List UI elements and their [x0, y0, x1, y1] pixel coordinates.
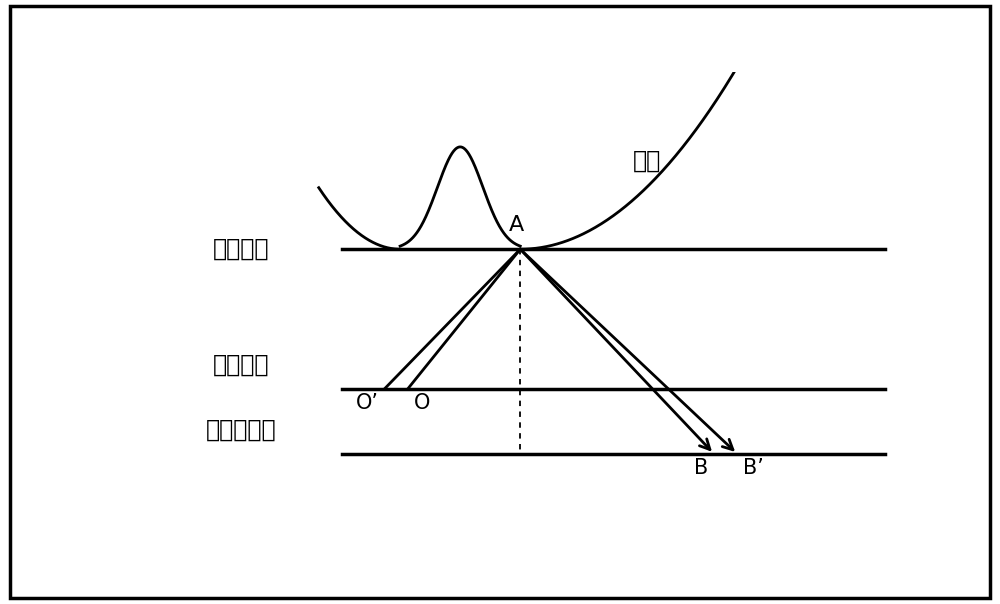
Text: 显示面板: 显示面板	[213, 353, 270, 377]
Text: B’: B’	[743, 458, 764, 478]
Text: 透光盖板: 透光盖板	[213, 237, 270, 261]
Text: 指纹: 指纹	[633, 149, 661, 173]
Text: O’: O’	[355, 393, 378, 413]
Text: 光线传感器: 光线传感器	[206, 418, 277, 442]
Text: A: A	[509, 215, 524, 235]
Text: O: O	[414, 393, 430, 413]
Text: B: B	[694, 458, 708, 478]
